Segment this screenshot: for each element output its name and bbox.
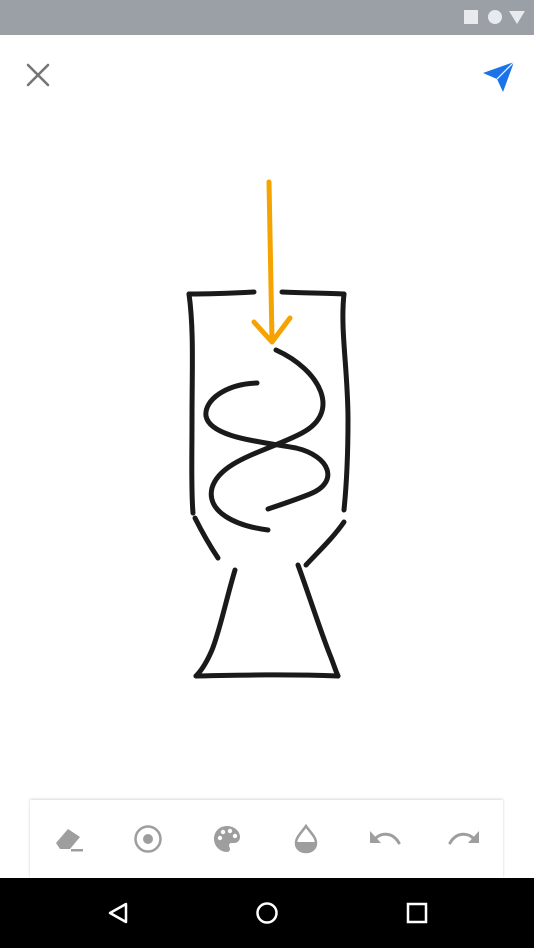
send-button[interactable] — [476, 55, 520, 99]
redo-icon — [448, 831, 479, 845]
redo-tool-button[interactable] — [440, 815, 488, 863]
arrow-shaft — [266, 179, 275, 343]
undo-tool-button[interactable] — [361, 815, 409, 863]
sketch-drawing — [186, 179, 351, 679]
drawing-canvas[interactable] — [0, 115, 534, 800]
stroke-spiral-one — [208, 347, 326, 533]
status-bar — [0, 0, 534, 35]
stroke-right-taper — [303, 519, 347, 568]
eraser-icon — [56, 829, 84, 852]
stroke-base-left — [193, 567, 238, 679]
pen-size-tool-button[interactable] — [124, 815, 172, 863]
stroke-base-bottom — [193, 672, 341, 679]
stroke-spiral-two — [203, 380, 331, 512]
back-button[interactable] — [98, 893, 138, 933]
close-button[interactable] — [18, 55, 58, 95]
opacity-tool-button[interactable] — [282, 815, 330, 863]
pen-size-icon — [134, 825, 162, 853]
stroke-left-taper — [192, 515, 221, 561]
undo-icon — [369, 831, 401, 845]
app-bar — [0, 35, 534, 115]
back-icon — [108, 902, 128, 924]
stroke-base-right — [295, 562, 341, 679]
recents-icon — [406, 902, 428, 924]
palette-icon — [214, 826, 241, 852]
recents-button[interactable] — [397, 893, 437, 933]
eraser-tool-button[interactable] — [45, 815, 93, 863]
home-button[interactable] — [247, 893, 287, 933]
stroke-right-wall — [340, 291, 351, 513]
close-icon — [26, 63, 50, 87]
navigation-bar — [0, 878, 534, 948]
send-icon — [483, 61, 515, 92]
stroke-rim-right — [279, 289, 347, 297]
drawing-toolbar — [30, 800, 503, 878]
palette-tool-button[interactable] — [203, 815, 251, 863]
home-icon — [256, 902, 278, 924]
opacity-icon — [294, 824, 318, 854]
circle-status-icon — [488, 10, 502, 24]
arrow-head — [251, 315, 293, 345]
stroke-rim-left — [186, 289, 257, 297]
triangle-status-icon — [509, 11, 525, 24]
stroke-left-wall — [186, 291, 196, 516]
square-status-icon — [464, 10, 478, 24]
